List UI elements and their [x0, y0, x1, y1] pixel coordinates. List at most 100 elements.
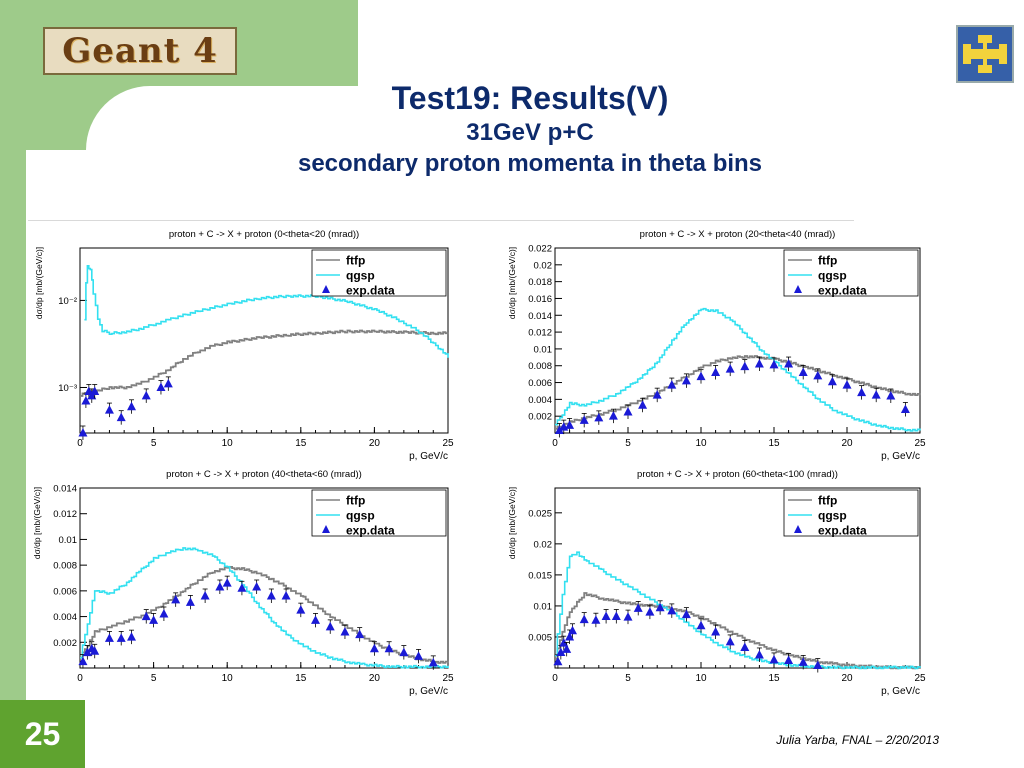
data-point — [355, 629, 365, 639]
x-tick-label: 15 — [768, 438, 780, 449]
data-point — [554, 425, 564, 434]
data-point — [384, 643, 394, 653]
data-point — [784, 655, 794, 665]
data-point — [623, 406, 633, 416]
data-point — [681, 609, 691, 619]
data-point — [696, 371, 706, 381]
data-point — [414, 651, 424, 660]
y-tick-label: 0.012 — [53, 509, 77, 520]
data-point — [78, 428, 88, 437]
data-point — [696, 620, 706, 630]
data-point — [90, 646, 100, 655]
data-point — [711, 367, 721, 376]
legend-label: qgsp — [818, 269, 847, 283]
data-point — [565, 420, 575, 429]
x-axis-label: p, GeV/c — [881, 451, 920, 462]
legend-label: ftfp — [818, 254, 837, 268]
data-point — [78, 656, 88, 666]
y-tick-label: 0.022 — [528, 244, 552, 255]
y-tick-label: 0.014 — [528, 311, 552, 322]
y-tick-label: 0.01 — [534, 344, 553, 355]
data-point — [645, 607, 655, 616]
slide-subtitle-description: secondary proton momenta in theta bins — [297, 150, 763, 177]
series-line-ftfp — [80, 329, 449, 397]
data-point — [185, 597, 195, 606]
data-point — [296, 605, 306, 614]
legend-box — [311, 249, 447, 297]
data-point — [754, 649, 764, 659]
x-tick-label: 20 — [841, 673, 853, 684]
data-point — [127, 401, 137, 411]
data-point — [104, 405, 114, 414]
y-axis-label: dσ/dp [mb/(GeV/c)] — [34, 247, 44, 319]
geant4-logo: Geant 4 — [43, 27, 237, 75]
data-point — [104, 633, 114, 642]
data-point — [813, 370, 823, 380]
logo-text: Geant 4 — [62, 31, 218, 71]
y-tick-label: 0.016 — [528, 294, 552, 305]
data-point — [116, 412, 126, 422]
legend-box — [783, 249, 919, 297]
data-point — [594, 412, 604, 422]
x-tick-label: 15 — [295, 438, 307, 449]
y-tick-label: 0.025 — [528, 508, 552, 519]
title-divider — [28, 220, 854, 221]
y-tick-label: 0.02 — [534, 260, 553, 271]
data-point — [81, 395, 91, 405]
data-point — [725, 364, 735, 373]
plot-frame — [554, 487, 921, 669]
data-point — [798, 367, 808, 376]
legend-label: ftfp — [346, 494, 365, 508]
data-point — [754, 359, 764, 368]
x-tick-label: 20 — [841, 438, 853, 449]
x-tick-label: 5 — [625, 438, 631, 449]
data-point — [141, 611, 151, 621]
data-point — [87, 390, 97, 400]
data-point — [813, 660, 823, 670]
data-point — [163, 378, 173, 388]
series-line-ftfp — [555, 355, 921, 430]
data-point — [116, 633, 126, 642]
data-point — [90, 386, 100, 395]
data-point — [886, 391, 896, 400]
y-tick-label: 0.02 — [534, 539, 553, 550]
y-tick-label: 0.004 — [528, 395, 552, 406]
y-tick-label: 0.008 — [528, 361, 552, 372]
data-point — [127, 632, 137, 641]
legend-label: ftfp — [346, 254, 365, 268]
data-point — [769, 359, 779, 369]
x-tick-label: 10 — [222, 673, 234, 684]
x-axis-label: p, GeV/c — [409, 686, 448, 697]
data-point — [149, 615, 159, 624]
y-tick-label: 0.002 — [53, 638, 77, 649]
legend-marker-data — [794, 525, 802, 533]
data-point — [562, 644, 572, 653]
x-tick-label: 25 — [442, 673, 454, 684]
y-tick-label: 0.014 — [53, 484, 77, 495]
data-point — [740, 361, 750, 371]
legend-box — [783, 489, 919, 537]
legend-marker-data — [794, 285, 802, 293]
x-axis-label: p, GeV/c — [881, 686, 920, 697]
series-line-qgsp — [555, 551, 921, 670]
chart-title: proton + C -> X + proton (40<theta<60 (m… — [166, 469, 362, 480]
data-point — [798, 657, 808, 666]
footer-credit: Julia Yarba, FNAL – 2/20/2013 — [776, 733, 939, 747]
chart-panel-1: proton + C -> X + proton (0<theta<20 (mr… — [34, 229, 454, 462]
x-tick-label: 5 — [625, 673, 631, 684]
data-point — [553, 656, 563, 666]
data-point — [638, 400, 648, 409]
x-tick-label: 20 — [369, 673, 381, 684]
data-point — [652, 390, 662, 399]
y-tick-label: 0.006 — [528, 378, 552, 389]
fermilab-emblem — [958, 27, 1012, 81]
series-line-ftfp — [555, 592, 921, 670]
legend-label: exp.data — [346, 284, 395, 298]
chart-panel-2: proton + C -> X + proton (20<theta<40 (m… — [507, 229, 926, 462]
data-point — [171, 594, 181, 604]
y-tick-label: 0.015 — [528, 570, 552, 581]
y-tick-label: 10⁻² — [58, 296, 77, 307]
y-tick-label: 0.006 — [53, 586, 77, 597]
data-point — [667, 605, 677, 615]
data-point — [579, 614, 589, 624]
